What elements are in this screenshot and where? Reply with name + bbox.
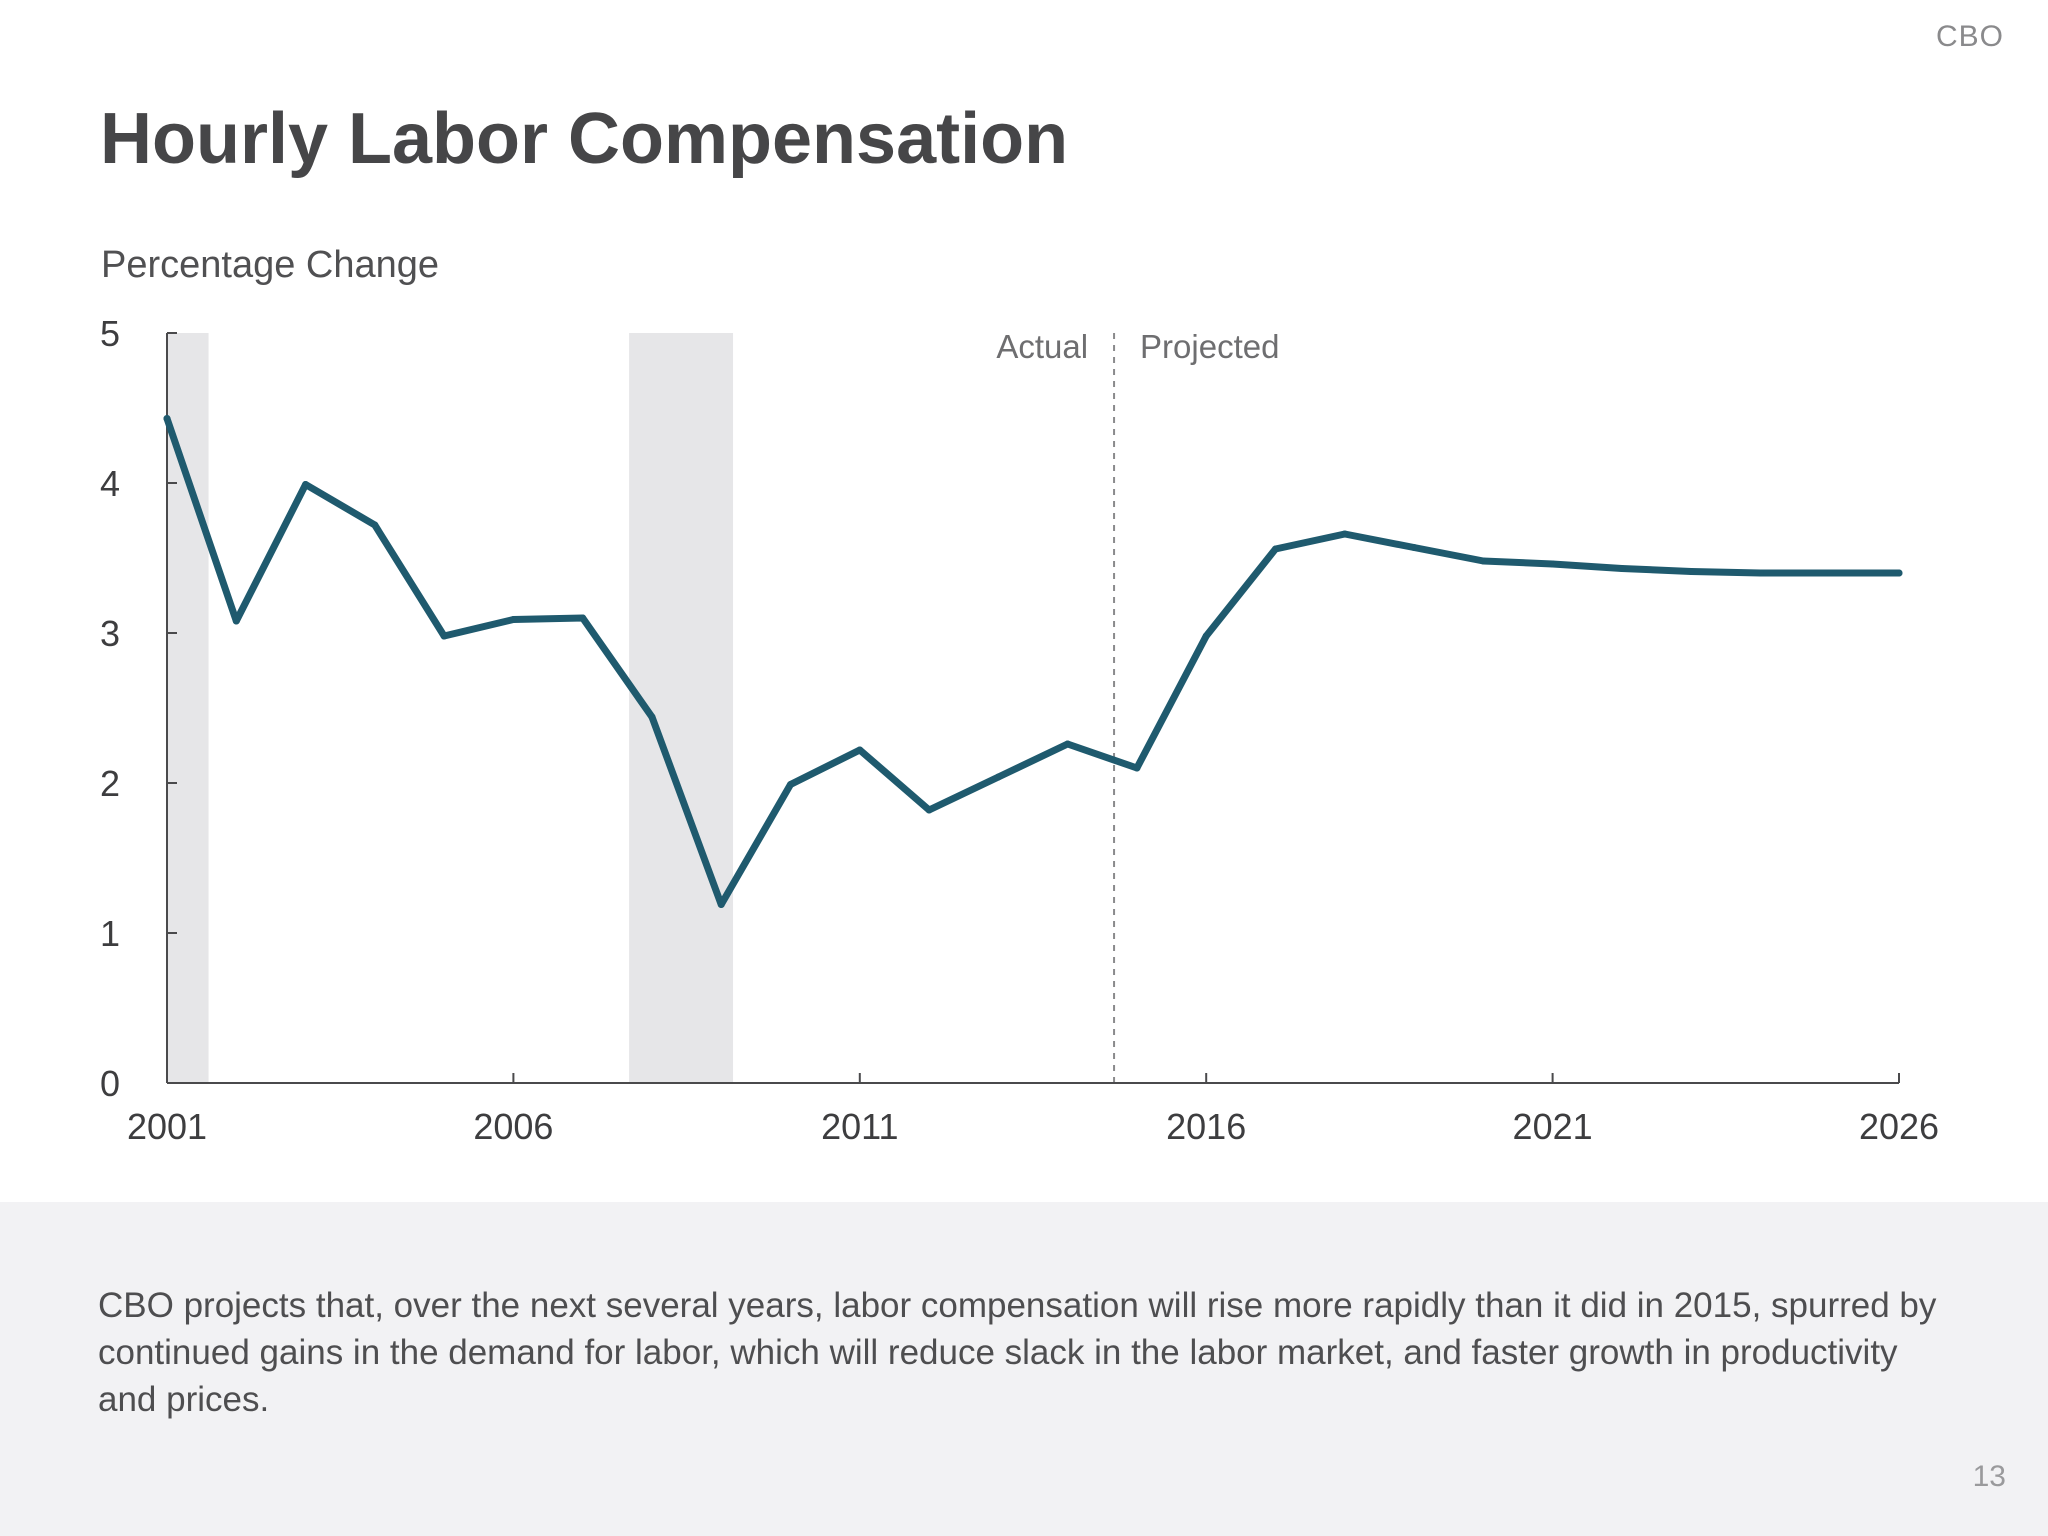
x-tick-label: 2001 — [127, 1106, 207, 1147]
brand-label: CBO — [1935, 20, 2004, 53]
data-point — [1756, 569, 1764, 577]
data-point — [163, 415, 171, 422]
y-tick-label: 3 — [100, 613, 120, 654]
data-point — [648, 713, 656, 721]
data-point — [1133, 764, 1141, 772]
y-tick-label: 4 — [100, 463, 120, 504]
x-tick-label: 2016 — [1166, 1106, 1246, 1147]
y-tick-label: 0 — [100, 1063, 120, 1104]
data-point — [787, 781, 795, 788]
annotation-projected: Projected — [1140, 328, 1279, 365]
y-axis-ticks: 0 1 2 3 4 5 — [100, 313, 177, 1104]
x-tick-label: 2026 — [1859, 1106, 1939, 1147]
data-point — [1687, 568, 1695, 575]
page-number: 13 — [1972, 1460, 2006, 1493]
summary-text: CBO projects that, over the next several… — [98, 1286, 1937, 1419]
data-point — [1895, 569, 1903, 577]
page-title: Hourly Labor Compensation — [100, 99, 1069, 179]
data-point — [1549, 560, 1557, 568]
x-tick-label: 2021 — [1513, 1106, 1593, 1147]
recession-band-1 — [167, 333, 209, 1083]
y-tick-label: 1 — [100, 913, 120, 954]
data-point — [1341, 530, 1349, 538]
annotation-actual: Actual — [996, 328, 1088, 365]
data-point — [1826, 569, 1834, 577]
data-point — [717, 901, 725, 908]
data-point — [440, 632, 448, 640]
data-point — [1202, 632, 1210, 640]
data-point — [1064, 740, 1072, 748]
data-point — [994, 773, 1002, 781]
y-axis-label: Percentage Change — [101, 244, 440, 286]
data-point — [856, 746, 864, 754]
data-point — [371, 521, 379, 529]
data-series — [163, 415, 1903, 908]
data-point — [1410, 544, 1418, 551]
x-tick-label: 2011 — [821, 1106, 898, 1147]
data-point — [1618, 565, 1626, 572]
data-point — [1479, 557, 1487, 565]
x-tick-label: 2006 — [473, 1106, 553, 1147]
y-tick-label: 5 — [100, 313, 120, 354]
chart-axes — [166, 333, 1899, 1084]
y-tick-label: 2 — [100, 763, 120, 804]
footer-panel: CBO projects that, over the next several… — [0, 1202, 2048, 1536]
line-chart: 0 1 2 3 4 5 2001 2006 2011 2016 2021 2026 Actual P… — [100, 313, 1939, 1147]
data-point — [302, 481, 310, 488]
series-line — [163, 415, 1903, 908]
data-point — [509, 616, 517, 623]
x-axis-ticks: 2001 2006 2011 2016 2021 2026 — [127, 1073, 1939, 1147]
data-point — [232, 617, 240, 625]
data-point — [1271, 545, 1279, 553]
data-point — [579, 614, 587, 622]
data-point — [925, 806, 933, 814]
